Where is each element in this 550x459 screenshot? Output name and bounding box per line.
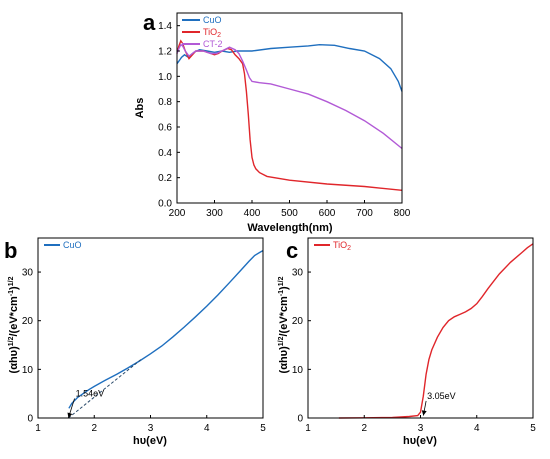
panel-c-y-ticks: 0 10 20 30 (292, 268, 311, 425)
x-tick-label: 5 (530, 423, 536, 434)
panel-b-y-label-mid: /(eV*cm (8, 296, 20, 337)
x-tick-label: 3 (148, 423, 154, 434)
panel-b-y-label: (αhυ)1/2/(eV*cm-1)1/2 (8, 276, 20, 373)
y-tick-label: 0.6 (158, 123, 172, 134)
x-tick-label: 600 (319, 208, 336, 219)
panel-a-x-label: Wavelength(nm) (247, 222, 332, 234)
x-tick-label: 700 (356, 208, 373, 219)
x-tick-label: 800 (394, 208, 411, 219)
y-tick-label: 0 (297, 414, 303, 425)
panel-c-letter: c (286, 238, 298, 263)
panel-b-annotation: 1.54eV (67, 389, 105, 419)
panel-a-letter: a (143, 10, 156, 35)
panel-b-annotation-arrowhead (67, 412, 73, 418)
panel-c-y-label-mid: /(eV*cm (278, 296, 290, 337)
panel-b-x-label: hυ(eV) (133, 435, 167, 447)
y-tick-label: 1.2 (158, 47, 172, 58)
legend-label-cuo-b: CuO (63, 240, 82, 250)
panel-c-x-ticks: 1 2 3 4 5 (305, 415, 536, 434)
panel-b-y-label-sup2: -1 (8, 290, 15, 296)
y-tick-label: 10 (292, 365, 304, 376)
y-tick-label: 20 (292, 316, 304, 327)
panel-c-y-label: (αhυ)1/2/(eV*cm-1)1/2 (278, 276, 290, 373)
panel-c-y-label-sup1: 1/2 (278, 336, 285, 346)
series-line-cuo (68, 249, 264, 409)
y-tick-label: 20 (22, 316, 34, 327)
x-tick-label: 4 (204, 423, 210, 434)
legend-label-tio2-sub: 2 (217, 32, 221, 39)
panel-c-plot-frame (307, 237, 534, 419)
legend-label-cuo: CuO (203, 15, 222, 25)
legend-label-tio2-c-sub: 2 (347, 245, 351, 252)
y-tick-label: 0 (27, 414, 33, 425)
y-tick-label: 10 (22, 365, 34, 376)
y-tick-label: 1.0 (158, 72, 172, 83)
legend-label-tio2-c: TiO2 (333, 240, 351, 252)
x-tick-label: 2 (91, 423, 97, 434)
panel-b-y-ticks: 0 10 20 30 (22, 268, 41, 425)
x-tick-label: 400 (244, 208, 261, 219)
panel-b-y-label-sup3: 1/2 (8, 276, 15, 286)
panel-b-plot-frame (37, 237, 264, 419)
series-line-tio2 (176, 39, 403, 191)
panel-a-legend: CuO TiO2 CT-2 (182, 15, 223, 49)
x-tick-label: 200 (169, 208, 186, 219)
panel-b-y-label-main: (αhυ) (8, 346, 20, 374)
y-tick-label: 30 (22, 268, 34, 279)
panel-a-x-ticks: 200 300 400 500 600 700 800 (169, 200, 411, 219)
y-tick-label: 0.4 (158, 148, 172, 159)
y-tick-label: 0.0 (158, 199, 172, 210)
panel-c-y-label-main: (αhυ) (278, 346, 290, 374)
panel-b-tangent-line (68, 358, 143, 419)
legend-label-ct2: CT-2 (203, 39, 223, 49)
panel-c-x-label: hυ(eV) (403, 435, 437, 447)
panel-c-annotation-text: 3.05eV (427, 391, 456, 401)
x-tick-label: 4 (474, 423, 480, 434)
legend-label-tio2: TiO2 (203, 27, 221, 39)
x-tick-label: 500 (281, 208, 298, 219)
panel-a-y-label: Abs (134, 98, 146, 119)
y-tick-label: 30 (292, 268, 304, 279)
panel-a-y-ticks: 0.0 0.2 0.4 0.6 0.8 1.0 1.2 1.4 (158, 21, 180, 210)
series-line-tio2 (338, 243, 534, 419)
legend-label-tio2-main: TiO (203, 27, 217, 37)
y-tick-label: 0.2 (158, 173, 172, 184)
panel-a-series-group (176, 39, 403, 191)
x-tick-label: 1 (305, 423, 311, 434)
legend-label-tio2-c-main: TiO (333, 240, 347, 250)
panel-b-letter: b (4, 238, 17, 263)
panel-c-series-group (338, 243, 534, 419)
y-tick-label: 0.8 (158, 97, 172, 108)
panel-b-legend: CuO (44, 240, 82, 250)
x-tick-label: 5 (260, 423, 266, 434)
panel-c-legend: TiO2 (314, 240, 351, 252)
panel-b-x-ticks: 1 2 3 4 5 (35, 415, 266, 434)
y-tick-label: 1.4 (158, 21, 172, 32)
panel-c-y-label-end: ) (278, 286, 290, 290)
x-tick-label: 3 (418, 423, 424, 434)
panel-a: a 200 300 400 500 600 700 800 0.0 0.2 0.4 0.6 0.8 1… (134, 10, 411, 234)
panel-b-y-label-end: ) (8, 286, 20, 290)
series-line-ct-2 (176, 43, 403, 150)
panel-c-y-label-sup3: 1/2 (278, 276, 285, 286)
x-tick-label: 300 (206, 208, 223, 219)
panel-b-y-label-sup1: 1/2 (8, 336, 15, 346)
x-tick-label: 1 (35, 423, 41, 434)
panel-c-y-label-sup2: -1 (278, 290, 285, 296)
panel-c-annotation: 3.05eV (421, 391, 456, 416)
panel-b-series-group (68, 249, 264, 409)
panel-c-annotation-arrowhead (421, 410, 427, 416)
series-line-cuo (176, 43, 403, 92)
x-tick-label: 2 (361, 423, 367, 434)
panel-b-annotation-text: 1.54eV (76, 389, 105, 399)
